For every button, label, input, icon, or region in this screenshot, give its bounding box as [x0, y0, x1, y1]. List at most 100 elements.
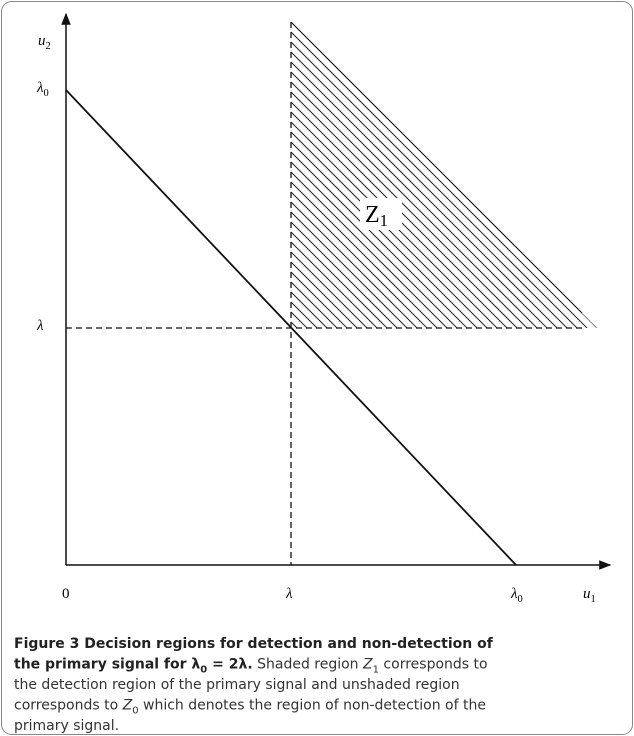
axis-label: λ0: [36, 80, 49, 99]
axis-label: 0: [62, 586, 70, 602]
label-text: λ: [510, 586, 518, 602]
label-text: Z: [365, 202, 380, 228]
hatch-line: [291, 131, 597, 328]
label-sub: 2: [46, 41, 51, 52]
caption-run: = 2λ.: [207, 657, 252, 673]
hatch-edge: [290, 21, 583, 314]
hatch-line: [291, 211, 597, 328]
hatch-line: [291, 291, 597, 328]
caption-run: corresponds to: [14, 698, 123, 714]
hatch-line: [291, 251, 597, 328]
axis-label: u2: [38, 33, 51, 52]
hatch-line: [291, 22, 597, 172]
axis-label: Z1: [365, 202, 388, 230]
hatch-line: [291, 22, 597, 222]
caption: Figure 3 Decision regions for detection …: [14, 636, 494, 734]
caption-line: corresponds to Z0 which denotes the regi…: [14, 698, 486, 717]
caption-run: primary signal.: [14, 718, 119, 734]
hatch-line: [291, 22, 597, 272]
hatch-line: [291, 91, 597, 328]
caption-run: the primary signal for λ: [14, 657, 200, 673]
hatch-line: [291, 121, 597, 328]
hatch-line: [291, 261, 597, 328]
caption-run: Figure 3 Decision regions for detection …: [14, 636, 494, 652]
hatch-line: [291, 191, 597, 328]
hatch-line: [291, 22, 597, 82]
label-text: λ: [36, 80, 44, 96]
caption-run: corresponds to: [379, 657, 488, 673]
hatch-line: [291, 22, 597, 192]
caption-line: the detection region of the primary sign…: [14, 677, 460, 693]
hatch-line: [291, 201, 597, 328]
hatch-line: [291, 161, 597, 328]
hatch-line: [291, 51, 597, 328]
hatch-line: [291, 22, 597, 112]
caption-line: Figure 3 Decision regions for detection …: [14, 636, 494, 652]
hatch-line: [291, 22, 597, 142]
hatch-line: [291, 22, 597, 162]
caption-run: which denotes the region of non-detectio…: [139, 698, 486, 714]
label-text: λ: [285, 586, 293, 602]
hatch-line: [291, 171, 597, 328]
hatch-line: [291, 22, 597, 102]
hatch-line: [291, 22, 597, 292]
hatch-line: [291, 181, 597, 328]
caption-line: the primary signal for λ0 = 2λ. Shaded r…: [14, 657, 488, 676]
hatch-line: [291, 22, 597, 282]
label-text: 0: [62, 586, 70, 602]
hatch-line: [291, 22, 597, 122]
hatch-line: [291, 321, 597, 328]
label-sub: 1: [591, 594, 596, 605]
hatch-line: [291, 231, 597, 328]
label-sub: 0: [518, 594, 523, 605]
hatch-line: [291, 81, 597, 328]
label-text: u: [583, 586, 591, 602]
caption-run: Z: [362, 657, 373, 673]
caption-run: the detection region of the primary sign…: [14, 677, 460, 693]
hatch-line: [291, 111, 597, 328]
label-sub: 0: [44, 88, 49, 99]
hatch-line: [291, 101, 597, 328]
hatch-line: [291, 61, 597, 328]
hatch-line: [291, 241, 597, 328]
hatch-line: [291, 22, 597, 32]
hatch-line: [291, 31, 597, 328]
hatch-line: [291, 22, 597, 182]
hatch-line: [291, 271, 597, 328]
axis-label: u1: [583, 586, 596, 605]
hatch-line: [291, 41, 597, 328]
axis-label: λ: [36, 318, 44, 334]
hatch-line: [291, 22, 597, 242]
hatch-line: [291, 342, 620, 671]
label-sub: 1: [380, 211, 388, 230]
axis-label: λ0: [510, 586, 523, 605]
hatch-line: [291, 22, 597, 52]
hatch-line: [291, 22, 597, 212]
hatch-line: [291, 281, 597, 328]
caption-run: Z: [122, 698, 133, 714]
hatch-line: [291, 22, 597, 92]
hatch-line: [291, 22, 597, 72]
hatch-line: [291, 311, 597, 328]
region-label-bg: [360, 198, 402, 230]
hatch: [291, 22, 620, 671]
label-text: λ: [36, 318, 44, 334]
caption-run: 0: [200, 665, 207, 676]
hatch-line: [291, 301, 597, 328]
hatch-line: [291, 141, 597, 328]
label-text: u: [38, 33, 46, 49]
hatch-line: [291, 221, 597, 328]
axis-label: λ: [285, 586, 293, 602]
hatch-line: [291, 151, 597, 328]
caption-line: primary signal.: [14, 718, 119, 734]
hatch-line: [291, 22, 597, 252]
caption-run: Shaded region: [253, 657, 363, 673]
hatch-line: [291, 22, 597, 312]
hatch-line: [291, 22, 597, 42]
hatch-line: [291, 71, 597, 328]
caption-run: 1: [373, 665, 379, 676]
hatch-line: [291, 22, 597, 322]
